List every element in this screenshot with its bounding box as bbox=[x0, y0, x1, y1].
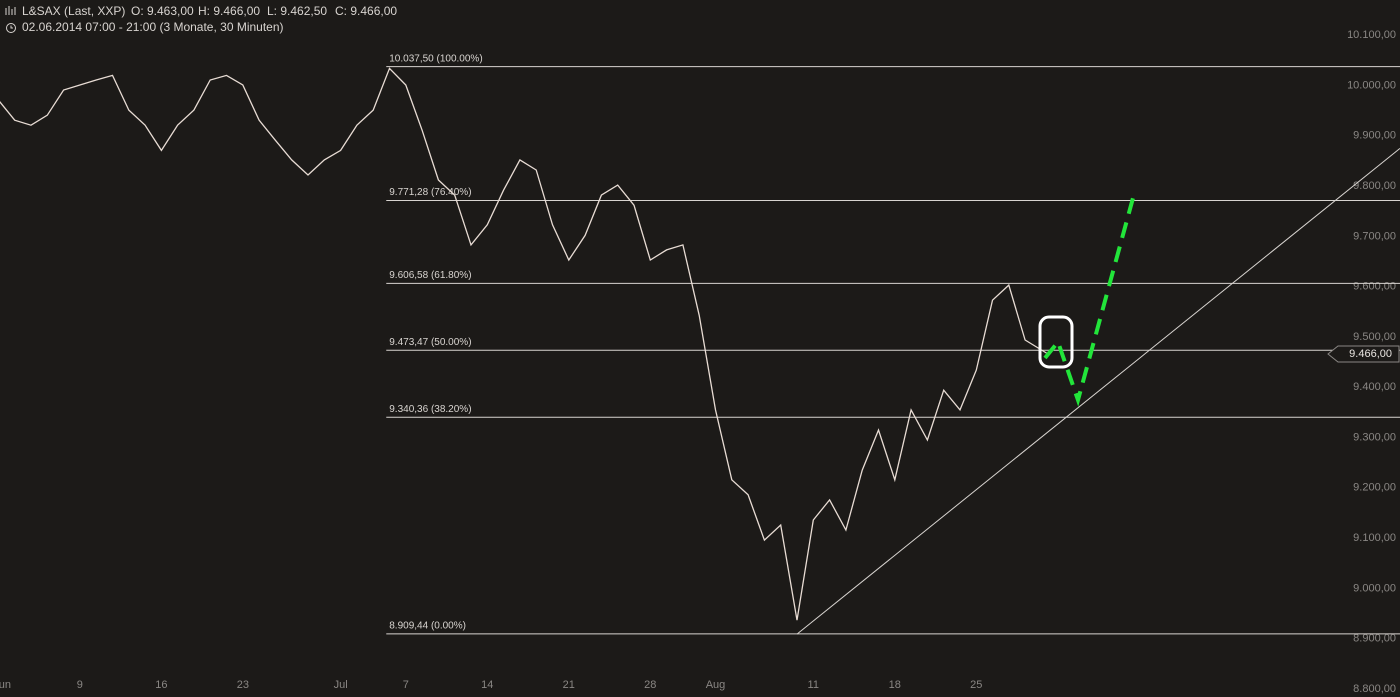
clock-icon bbox=[6, 23, 16, 33]
fib-label: 9.473,47 (50.00%) bbox=[389, 337, 471, 348]
fib-label: 10.037,50 (100.00%) bbox=[389, 53, 482, 64]
fib-label: 9.340,36 (38.20%) bbox=[389, 404, 471, 415]
x-tick-label: Jul bbox=[334, 679, 348, 691]
ohlc-open: O: 9.463,00 bbox=[131, 4, 194, 18]
x-tick-label: 14 bbox=[481, 679, 493, 691]
x-tick-label: 9 bbox=[77, 679, 83, 691]
y-tick-label: 10.100,00 bbox=[1347, 29, 1396, 41]
y-tick-label: 9.800,00 bbox=[1353, 180, 1396, 192]
last-price-tag bbox=[1327, 345, 1400, 363]
y-tick-label: 9.400,00 bbox=[1353, 381, 1396, 393]
y-tick-label: 9.100,00 bbox=[1353, 532, 1396, 544]
fib-label: 8.909,44 (0.00%) bbox=[389, 621, 466, 632]
price-line bbox=[0, 67, 1049, 621]
x-tick-label: Aug bbox=[706, 679, 726, 691]
y-tick-label: 9.700,00 bbox=[1353, 230, 1396, 242]
ohlc-low: L: 9.462,50 bbox=[267, 4, 327, 18]
forecast-arrow bbox=[1043, 197, 1135, 407]
y-tick-label: 9.600,00 bbox=[1353, 281, 1396, 293]
fib-label: 9.606,58 (61.80%) bbox=[389, 270, 471, 281]
x-tick-label: 16 bbox=[155, 679, 167, 691]
x-tick-label: 28 bbox=[644, 679, 656, 691]
x-tick-label: 7 bbox=[403, 679, 409, 691]
x-tick-label: un bbox=[0, 679, 11, 691]
chart-title: L&SAX (Last, XXP) bbox=[22, 4, 125, 18]
clock-hand bbox=[10, 25, 13, 29]
ohlc-high: H: 9.466,00 bbox=[198, 4, 260, 18]
x-tick-label: 25 bbox=[970, 679, 982, 691]
fib-label: 9.771,28 (76.40%) bbox=[389, 187, 471, 198]
y-tick-label: 9.200,00 bbox=[1353, 482, 1396, 494]
ohlc-close: C: 9.466,00 bbox=[335, 4, 397, 18]
y-tick-label: 9.900,00 bbox=[1353, 130, 1396, 142]
y-tick-label: 8.900,00 bbox=[1353, 633, 1396, 645]
y-tick-label: 8.800,00 bbox=[1353, 683, 1396, 695]
x-tick-label: 11 bbox=[808, 679, 819, 691]
chart-icon bbox=[5, 6, 16, 15]
x-tick-label: 23 bbox=[237, 679, 249, 691]
y-tick-label: 9.000,00 bbox=[1353, 582, 1396, 594]
chart-subtitle: 02.06.2014 07:00 - 21:00 (3 Monate, 30 M… bbox=[22, 20, 284, 34]
y-tick-label: 9.500,00 bbox=[1353, 331, 1396, 343]
trendline bbox=[796, 147, 1400, 635]
last-price-label: 9.466,00 bbox=[1349, 348, 1392, 360]
highlight-box bbox=[1038, 315, 1074, 369]
y-tick-label: 10.000,00 bbox=[1347, 79, 1396, 91]
x-tick-label: 18 bbox=[889, 679, 901, 691]
plot: 10.100,00 10.000,00 9.900,00 9.800,00 9.700,… bbox=[0, 29, 1400, 695]
y-tick-label: 9.300,00 bbox=[1353, 431, 1396, 443]
x-tick-label: 21 bbox=[563, 679, 575, 691]
